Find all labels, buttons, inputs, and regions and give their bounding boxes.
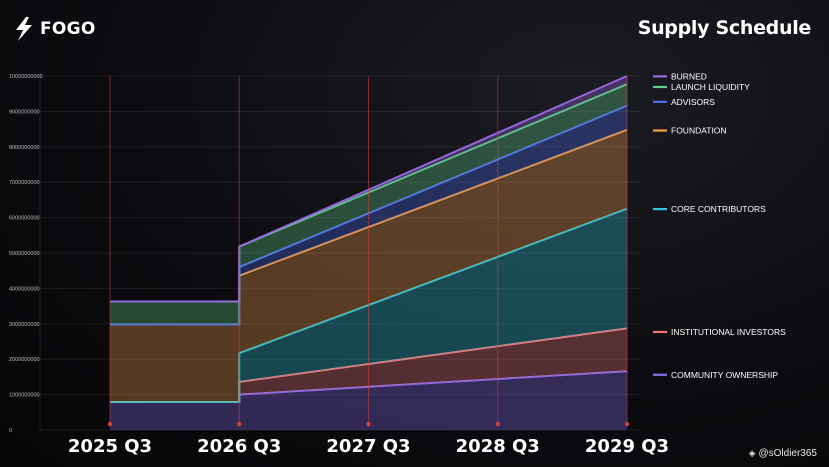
brand-logo: FOGO [14,17,96,41]
y-tick-labels: 0 1000000000 2000000000 3000000000 400000000… [9,74,43,434]
watermark-text: @sOldier365 [758,448,817,459]
binance-icon: ◈ [748,448,756,458]
period-marker [237,421,242,427]
y-tick-label: 2000000000 [9,357,40,363]
x-tick-label: 2027 Q3 [326,436,410,457]
legend-label: FOUNDATION [671,126,727,136]
period-marker [495,421,500,427]
y-tick-label: 9000000000 [9,109,40,115]
legend-label: CORE CONTRIBUTORS [671,204,766,214]
period-lines [107,76,630,427]
brand-name: FOGO [40,19,96,39]
y-tick-label: 5000000000 [9,251,40,257]
bolt-icon [16,17,32,41]
y-tick-label: 7000000000 [9,180,40,186]
period-marker [107,421,113,427]
y-tick-label: 6000000000 [9,216,40,222]
y-tick-label: 8000000000 [9,145,40,151]
legend-label: ADVISORS [671,97,715,107]
y-tick-label: 0 [9,428,12,434]
x-tick-label: 2026 Q3 [197,436,281,457]
period-marker [624,421,630,427]
y-tick-label: 1000000000 [9,393,40,399]
y-tick-label: 4000000000 [9,286,40,292]
x-tick-label: 2029 Q3 [585,436,669,457]
legend-label: LAUNCH LIQUIDITY [671,82,750,92]
x-tick-label: 2025 Q3 [68,436,152,457]
y-tick-label: 3000000000 [9,322,40,328]
legend-label: COMMUNITY OWNERSHIP [671,370,778,380]
x-tick-labels: 2025 Q3 2026 Q3 2027 Q3 2028 Q3 2029 Q3 [68,436,669,457]
x-tick-label: 2028 Q3 [456,436,540,457]
chart-title: Supply Schedule [637,17,812,39]
legend-label: BURNED [671,71,707,81]
gridlines [39,71,640,431]
y-tick-label: 10000000000 [9,74,43,80]
period-marker [366,421,371,427]
watermark: ◈ @sOldier365 [749,448,817,459]
legend-label: INSTITUTIONAL INVESTORS [671,327,786,337]
